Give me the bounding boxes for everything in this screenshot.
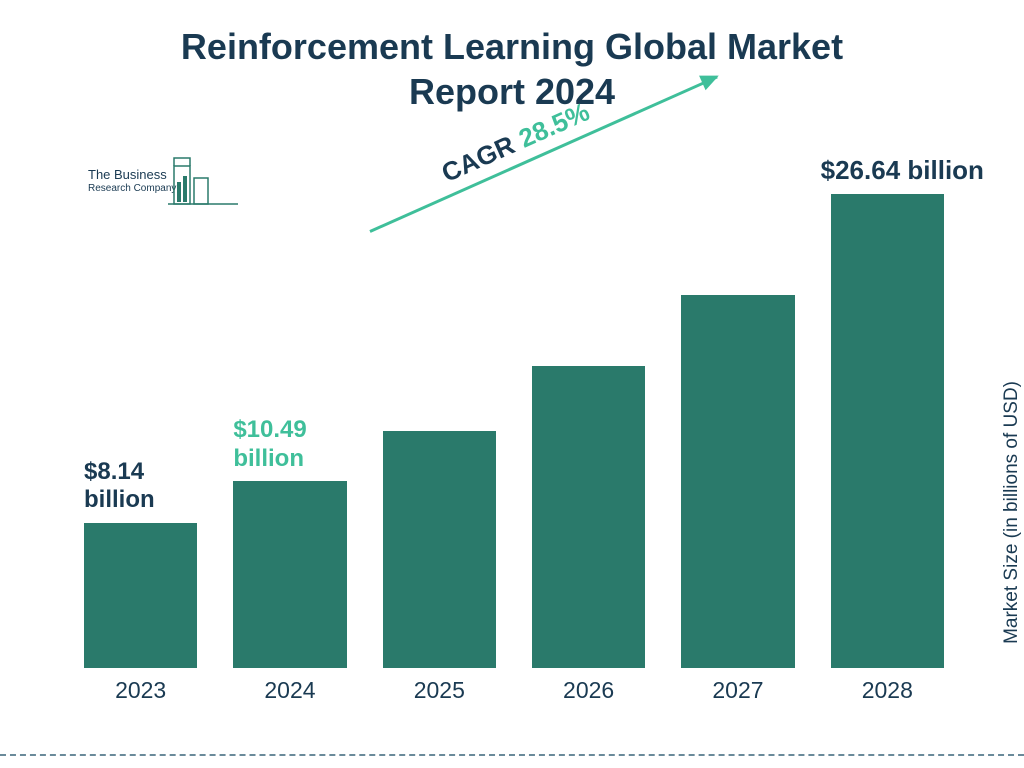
bar-col-2027: 2027 — [681, 295, 794, 669]
bar-2023 — [84, 523, 197, 668]
chart-baseline — [84, 667, 944, 668]
bar-col-2024: $10.49 billion 2024 — [233, 481, 346, 668]
y-axis-label: Market Size (in billions of USD) — [1001, 381, 1023, 644]
x-label-2023: 2023 — [115, 677, 166, 704]
bar-2024 — [233, 481, 346, 668]
value-label-2028: $26.64 billion — [821, 155, 984, 186]
value-label-2023: $8.14 billion — [84, 458, 155, 516]
bar-col-2026: 2026 — [532, 366, 645, 668]
bar-2027 — [681, 295, 794, 669]
bar-2025 — [383, 431, 496, 668]
bar-2026 — [532, 366, 645, 668]
bar-2028 — [831, 194, 944, 668]
title-line-1: Reinforcement Learning Global Market — [181, 26, 843, 67]
bars-container: $8.14 billion 2023 $10.49 billion 2024 2… — [84, 170, 944, 668]
x-label-2027: 2027 — [712, 677, 763, 704]
x-label-2025: 2025 — [414, 677, 465, 704]
chart-area: $8.14 billion 2023 $10.49 billion 2024 2… — [84, 170, 954, 710]
x-label-2028: 2028 — [862, 677, 913, 704]
bar-col-2028: $26.64 billion 2028 — [831, 194, 944, 668]
x-label-2026: 2026 — [563, 677, 614, 704]
x-label-2024: 2024 — [264, 677, 315, 704]
footer-divider — [0, 754, 1024, 756]
bar-col-2023: $8.14 billion 2023 — [84, 523, 197, 668]
chart-title: Reinforcement Learning Global Market Rep… — [0, 0, 1024, 114]
value-label-2024: $10.49 billion — [233, 416, 306, 474]
bar-col-2025: 2025 — [383, 431, 496, 668]
